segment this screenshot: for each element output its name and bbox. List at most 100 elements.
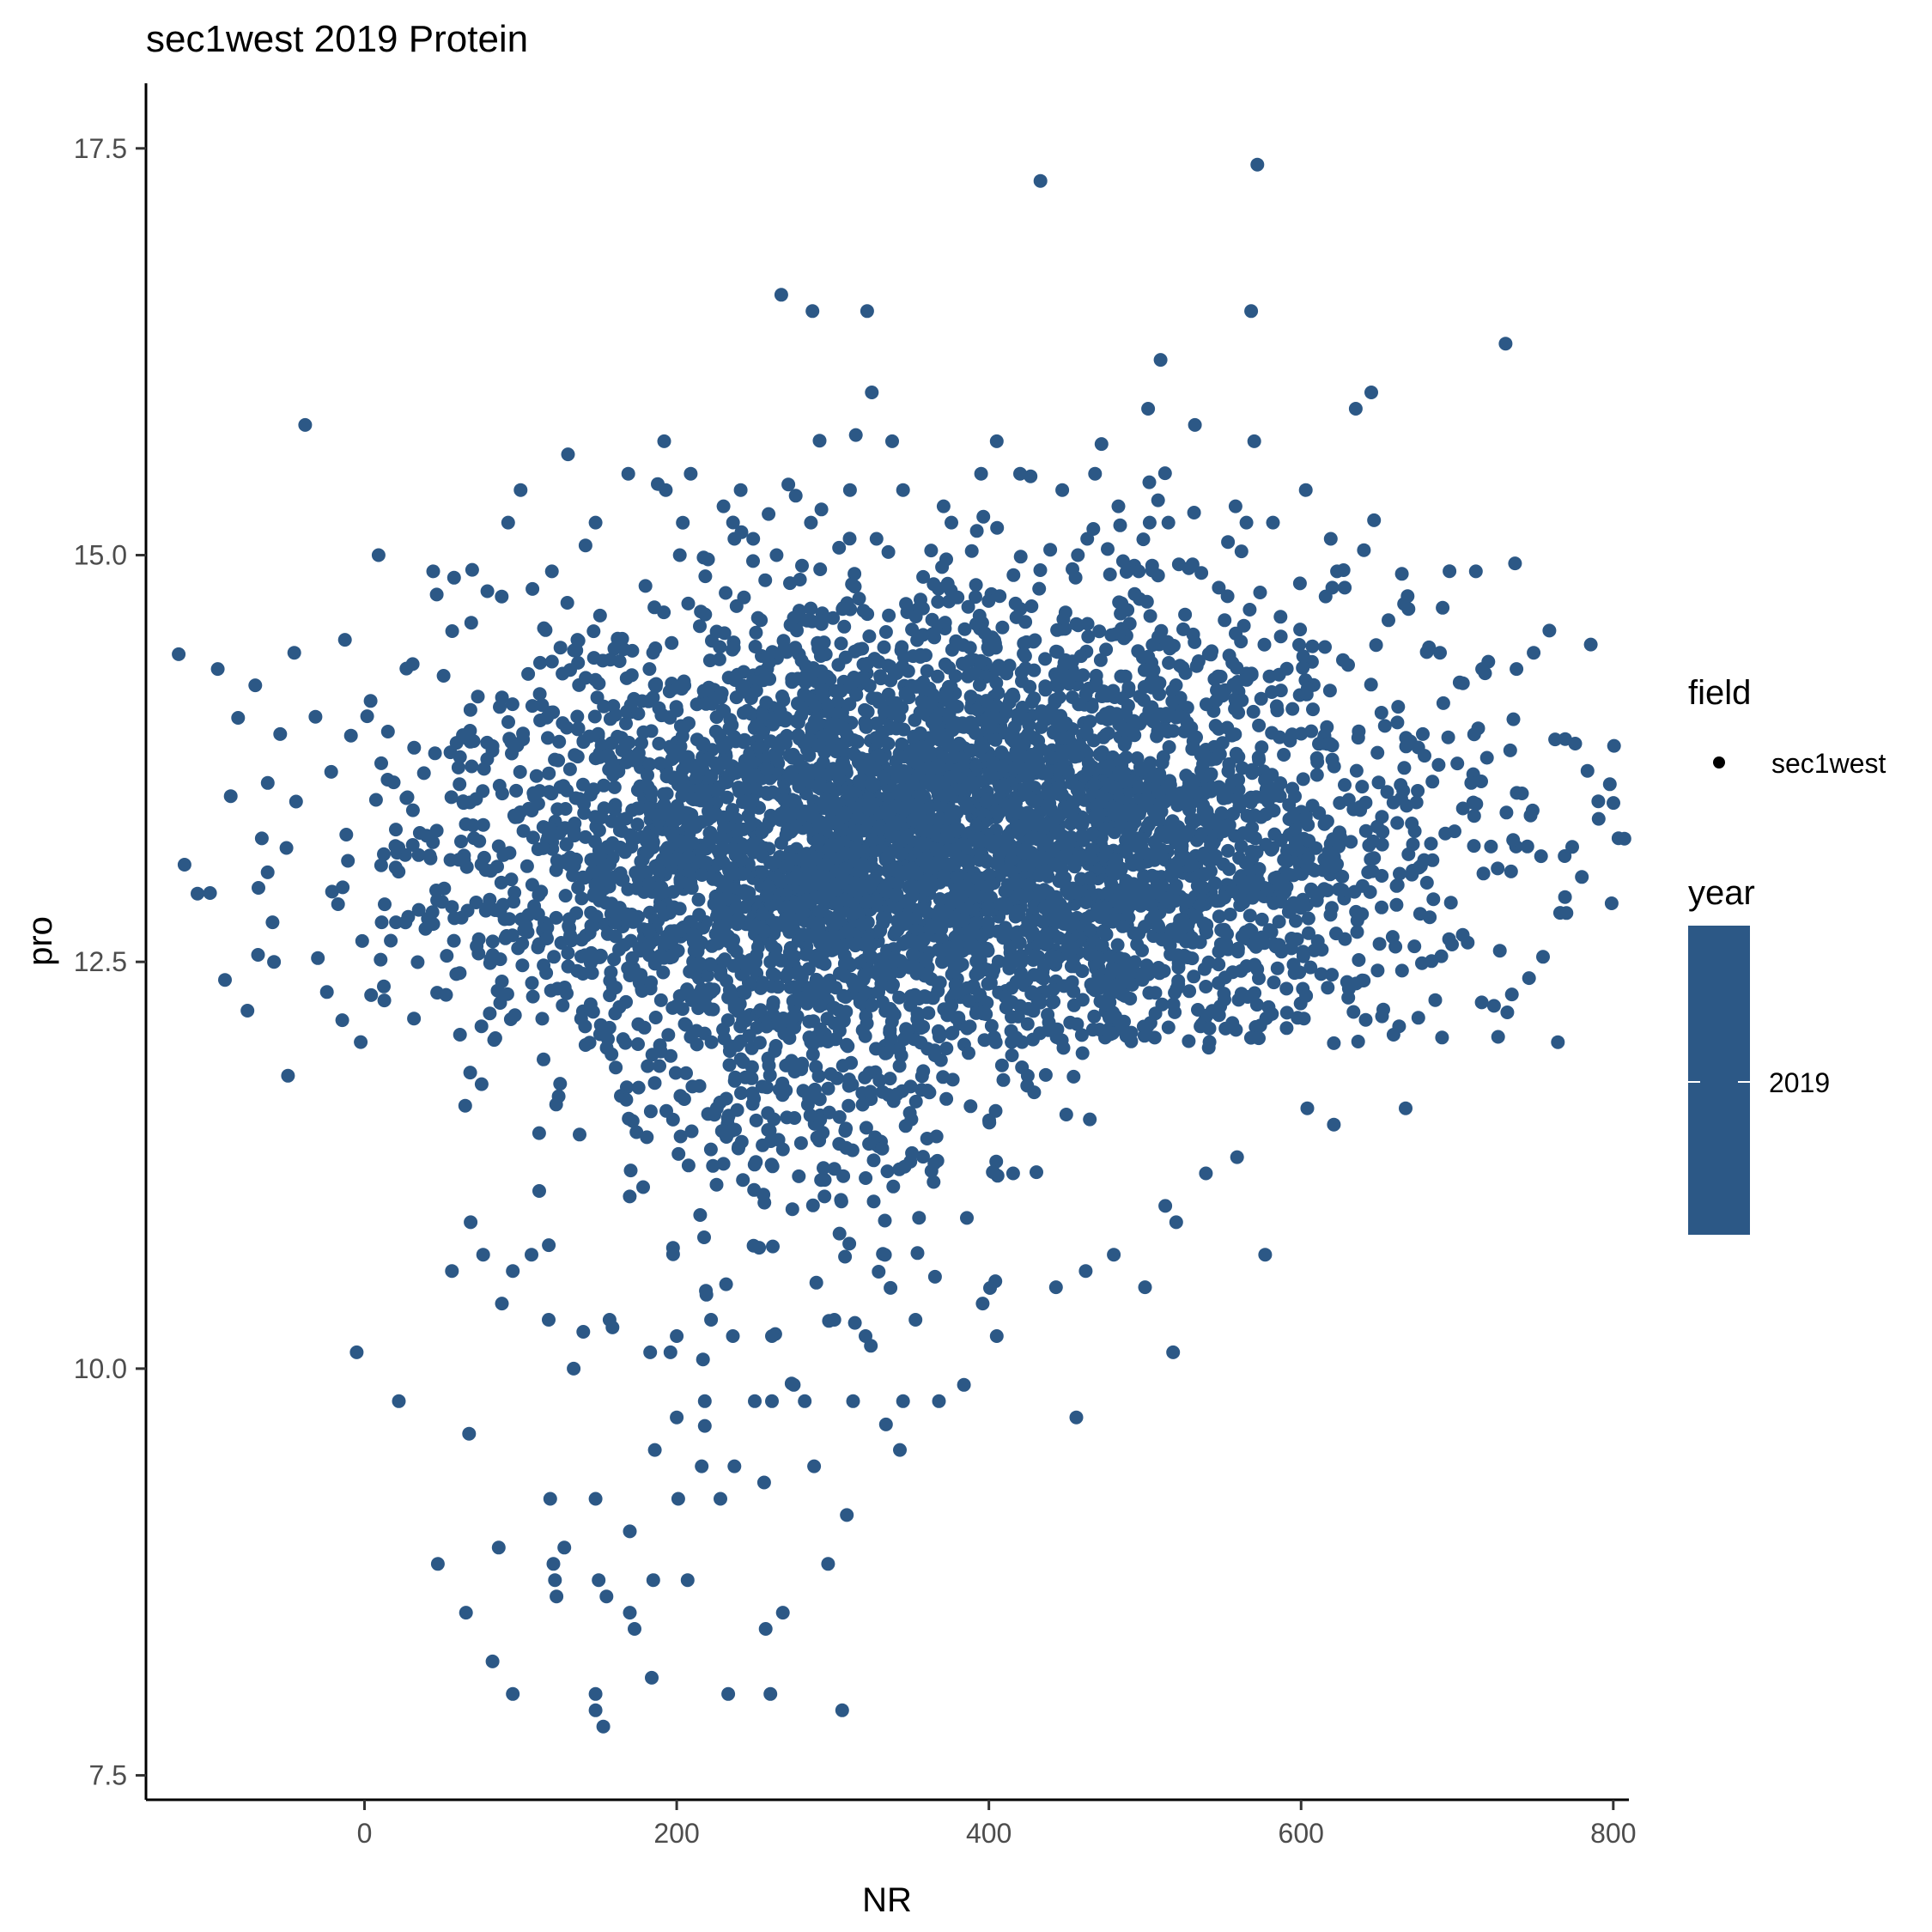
data-point [788,641,803,655]
data-point [630,817,645,832]
data-point [544,787,559,801]
data-point [1054,861,1069,876]
data-point [880,1164,895,1179]
data-point [289,794,303,809]
data-point [719,586,733,600]
data-point [1048,915,1062,930]
data-point [561,447,575,462]
data-point [642,662,657,677]
data-point [916,1019,931,1034]
data-point [1285,702,1300,716]
data-point [1137,663,1151,677]
data-point [578,1019,592,1034]
data-point [814,1173,829,1188]
data-point [793,732,806,746]
data-point [311,951,325,965]
data-point [762,507,776,521]
data-point [1121,976,1136,991]
data-point [623,828,637,842]
data-point [792,1169,806,1183]
data-point [1150,729,1164,744]
data-point [800,773,815,787]
data-point [465,759,479,774]
data-point [852,592,866,606]
data-point [645,1048,659,1062]
data-point [917,823,932,838]
data-point [736,1173,750,1188]
data-point [1303,960,1318,975]
data-point [1250,962,1265,976]
data-point [989,1154,1004,1169]
data-point [718,906,732,920]
data-point [1243,795,1258,810]
data-point [984,1018,999,1033]
data-point [1204,768,1218,782]
data-point [1406,864,1420,878]
data-point [1151,919,1166,933]
data-point [509,810,524,824]
data-point [1267,937,1282,951]
data-point [1011,819,1025,834]
data-point [1221,535,1236,550]
data-point [1320,814,1334,829]
data-point [616,1032,630,1047]
data-point [1239,672,1254,687]
data-point [829,1017,844,1030]
data-point [1252,718,1267,732]
data-point [851,936,865,951]
data-point [990,1169,1005,1183]
data-point [463,1066,477,1080]
data-point [1499,805,1514,820]
data-point [1092,624,1107,639]
data-point [1126,858,1140,872]
data-point [1344,835,1358,849]
data-point [1148,986,1163,1000]
data-point [868,843,883,858]
data-point [673,875,688,890]
data-point [1017,845,1031,860]
data-point [690,732,704,747]
data-point [896,767,910,781]
data-point [957,912,971,927]
data-point [848,567,862,581]
data-point [1278,884,1292,899]
data-point [1302,926,1315,940]
data-point [829,765,844,780]
data-point [1405,817,1419,830]
data-point [447,911,462,926]
data-point [526,581,540,596]
data-point [1081,763,1096,778]
data-point [995,620,1010,635]
data-point [927,577,941,592]
data-point [991,806,1005,821]
data-point [998,989,1012,1004]
data-point [878,1417,893,1431]
data-point [878,625,893,639]
data-point [1174,838,1188,853]
data-point [631,1037,645,1051]
data-point [1134,762,1149,777]
data-point [535,1012,550,1026]
data-point [568,748,582,762]
data-point [619,716,633,731]
data-point [1134,879,1148,894]
data-point [1385,930,1400,945]
data-point [1187,775,1201,788]
data-point [994,745,1009,760]
data-point [1390,878,1405,892]
data-point [864,777,878,792]
data-point [519,859,534,873]
data-point [586,651,601,665]
data-point [887,720,902,735]
data-point [1534,849,1548,864]
data-point [678,1018,693,1032]
data-point [419,829,434,843]
data-point [502,912,517,927]
data-point [763,855,778,870]
data-point [405,657,420,671]
data-point [453,966,467,981]
data-point [805,1047,820,1061]
data-point [693,956,707,970]
data-point [1252,752,1267,767]
data-point [1194,827,1208,841]
